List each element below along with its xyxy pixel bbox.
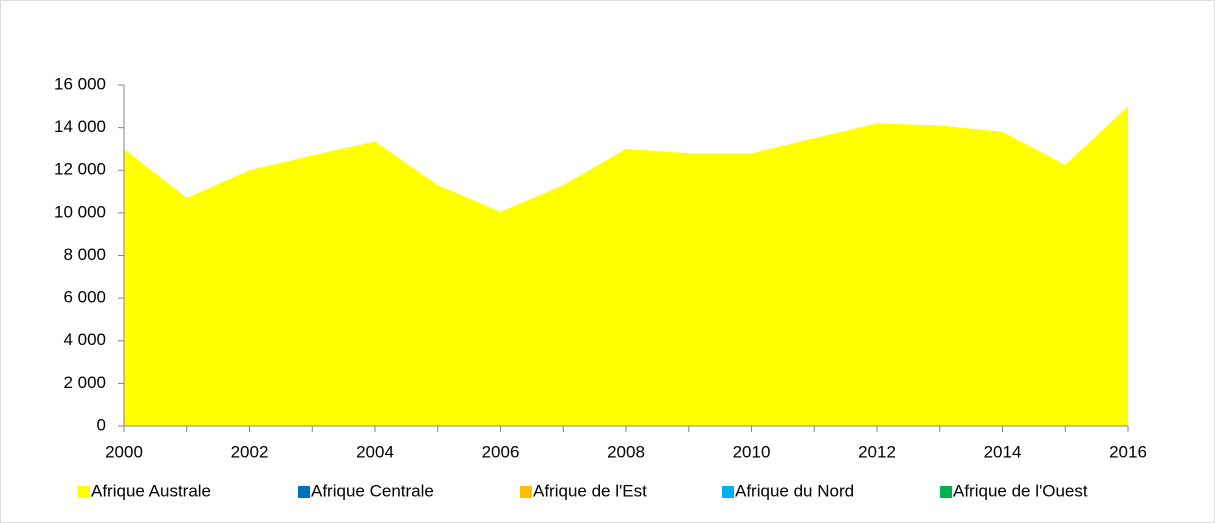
legend-label: Afrique de l'Est bbox=[533, 481, 647, 500]
x-tick-label: 2012 bbox=[858, 442, 896, 461]
legend-label: Afrique du Nord bbox=[735, 481, 854, 500]
y-tick-label: 4 000 bbox=[63, 330, 106, 349]
y-tick-label: 10 000 bbox=[54, 202, 106, 221]
legend-swatch bbox=[940, 486, 952, 498]
y-tick-label: 2 000 bbox=[63, 373, 106, 392]
x-tick-label: 2002 bbox=[231, 442, 269, 461]
legend-swatch bbox=[722, 486, 734, 498]
y-tick-label: 6 000 bbox=[63, 288, 106, 307]
legend-swatch bbox=[78, 486, 90, 498]
legend-label: Afrique Australe bbox=[91, 481, 211, 500]
x-tick-label: 2014 bbox=[984, 442, 1022, 461]
y-tick-label: 12 000 bbox=[54, 160, 106, 179]
legend-swatch bbox=[298, 486, 310, 498]
x-tick-label: 2008 bbox=[607, 442, 645, 461]
legend-label: Afrique Centrale bbox=[311, 481, 434, 500]
y-tick-label: 14 000 bbox=[54, 117, 106, 136]
x-tick-label: 2016 bbox=[1109, 442, 1147, 461]
y-tick-label: 8 000 bbox=[63, 245, 106, 264]
x-tick-label: 2004 bbox=[356, 442, 394, 461]
x-tick-label: 2010 bbox=[733, 442, 771, 461]
x-tick-label: 2006 bbox=[482, 442, 520, 461]
y-tick-label: 0 bbox=[97, 415, 106, 434]
area bbox=[124, 106, 1128, 426]
y-tick-label: 16 000 bbox=[54, 74, 106, 93]
legend-label: Afrique de l'Ouest bbox=[953, 481, 1088, 500]
x-tick-label: 2000 bbox=[105, 442, 143, 461]
legend-swatch bbox=[520, 486, 532, 498]
